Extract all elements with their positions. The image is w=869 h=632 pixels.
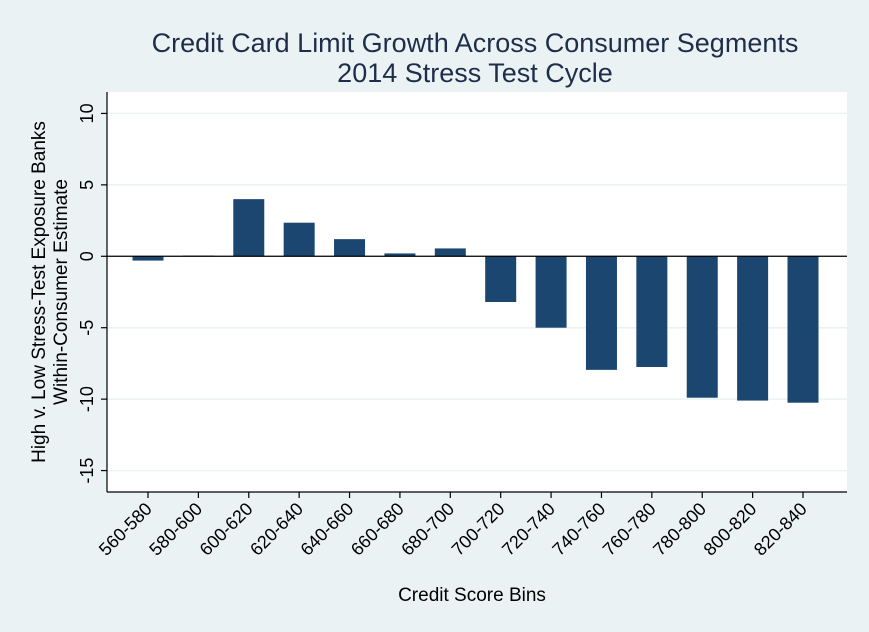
chart-title: Credit Card Limit Growth Across Consumer… (152, 28, 799, 58)
y-tick-label: 5 (77, 180, 97, 190)
y-axis-label-line-2: Within-Consumer Estimate (51, 179, 72, 405)
y-tick-label: -5 (77, 320, 97, 336)
bar-620-640 (283, 222, 315, 257)
bar-660-680 (384, 253, 416, 257)
bar-800-820 (737, 256, 769, 401)
x-tick-label: 720-740 (498, 499, 559, 560)
y-ticks: 10 5 0 -5 -10 -15 (77, 103, 107, 484)
bar-700-720 (485, 256, 517, 302)
bar-720-740 (535, 256, 567, 328)
bars (132, 199, 819, 403)
y-axis-label-line-1: High v. Low Stress-Test Exposure Banks (29, 121, 50, 463)
x-tick-label: 560-580 (95, 499, 156, 560)
bar-820-840 (787, 256, 819, 403)
bar-740-760 (585, 256, 617, 370)
bar-680-700 (434, 248, 466, 257)
x-tick-label: 620-640 (246, 499, 307, 560)
gridlines (107, 112, 847, 472)
x-tick-label: 820-840 (750, 499, 811, 560)
x-tick-label: 700-720 (448, 499, 509, 560)
x-tick-label: 680-700 (397, 499, 458, 560)
x-tick-label: 740-760 (548, 499, 609, 560)
y-tick-label: 10 (77, 103, 97, 123)
bar-640-660 (334, 239, 366, 257)
bar-600-620 (233, 199, 265, 257)
x-tick-label: 800-820 (700, 499, 761, 560)
chart-subtitle: 2014 Stress Test Cycle (337, 58, 613, 88)
x-tick-label: 660-680 (347, 499, 408, 560)
bar-780-800 (686, 256, 718, 398)
bar-560-580 (132, 256, 164, 261)
x-tick-label: 780-800 (649, 499, 710, 560)
plot-area (107, 92, 847, 492)
bar-760-780 (636, 256, 668, 367)
x-ticks: 560-580580-600600-620620-640640-660660-6… (95, 492, 811, 560)
x-tick-label: 640-660 (297, 499, 358, 560)
x-tick-label: 760-780 (599, 499, 660, 560)
y-tick-label: 0 (77, 251, 97, 261)
y-tick-label: -10 (77, 386, 97, 412)
x-axis-label: Credit Score Bins (398, 585, 546, 606)
y-tick-label: -15 (77, 458, 97, 484)
x-tick-label: 600-620 (196, 499, 257, 560)
x-tick-label: 580-600 (145, 499, 206, 560)
